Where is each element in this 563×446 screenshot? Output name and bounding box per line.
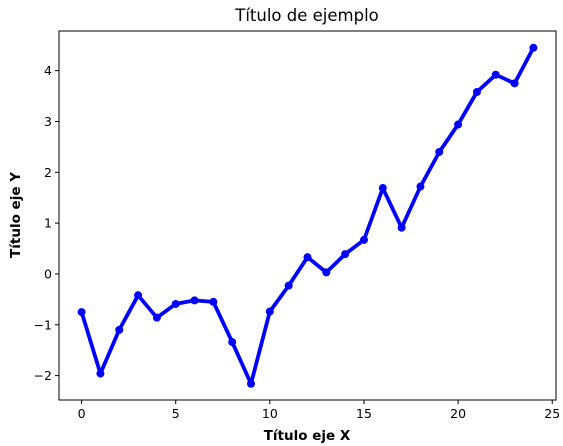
data-point <box>77 308 86 317</box>
data-point <box>359 235 368 244</box>
y-tick-label: −1 <box>34 317 52 332</box>
axis-ticks: 0 5 10 15 20 25 −2 −1 0 1 2 3 4 <box>34 63 561 421</box>
data-point <box>416 182 425 191</box>
chart-title: Título de ejemplo <box>234 6 379 25</box>
data-point <box>171 299 180 308</box>
y-tick-label: −2 <box>34 368 52 383</box>
data-point <box>115 325 124 334</box>
x-tick-label: 25 <box>544 406 560 421</box>
data-point <box>96 369 105 378</box>
data-point <box>247 379 256 388</box>
series-layer <box>77 43 538 388</box>
data-point <box>190 296 199 305</box>
data-point <box>341 250 350 259</box>
data-point <box>435 147 444 156</box>
data-point <box>529 43 538 52</box>
plot-area-frame <box>58 30 557 401</box>
x-tick-label: 10 <box>262 406 278 421</box>
data-point <box>322 268 331 277</box>
data-point <box>228 338 237 347</box>
data-point <box>284 281 293 290</box>
y-axis-title: Título eje Y <box>8 172 24 258</box>
y-tick-label: 1 <box>44 216 52 231</box>
data-point <box>152 313 161 322</box>
data-point <box>454 120 463 129</box>
y-tick-label: 3 <box>44 114 52 129</box>
y-tick-label: 2 <box>44 165 52 180</box>
x-tick-label: 15 <box>356 406 372 421</box>
x-tick-label: 5 <box>172 406 180 421</box>
data-point <box>378 184 387 193</box>
data-point <box>510 79 519 88</box>
data-point <box>472 87 481 96</box>
data-point <box>134 291 143 300</box>
data-point <box>491 70 500 79</box>
data-point <box>303 253 312 262</box>
data-point <box>397 223 406 232</box>
x-tick-label: 0 <box>78 406 86 421</box>
y-tick-label: 0 <box>44 266 52 281</box>
y-tick-label: 4 <box>44 63 52 78</box>
data-point <box>265 307 274 316</box>
x-axis-title: Título eje X <box>264 428 351 444</box>
data-point <box>209 297 218 306</box>
x-tick-label: 20 <box>450 406 466 421</box>
